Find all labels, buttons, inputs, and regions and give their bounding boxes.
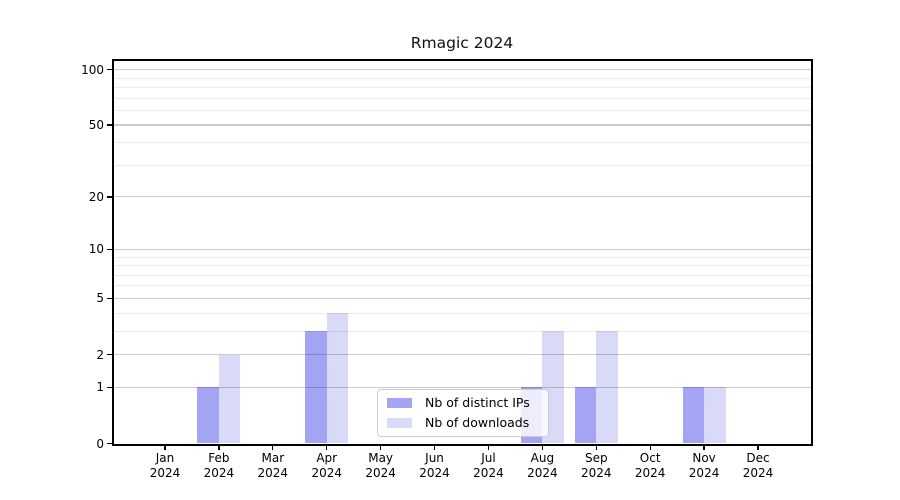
gridline-minor-9 bbox=[114, 256, 811, 258]
y-tick-label-20: 20 bbox=[88, 189, 104, 204]
spine-right bbox=[811, 59, 813, 446]
gridline-major-20 bbox=[114, 196, 811, 198]
legend-label-distinct-ips: Nb of distinct IPs bbox=[425, 395, 530, 410]
y-tick-5 bbox=[107, 297, 112, 300]
x-tick-label-jan: Jan 2024 bbox=[149, 450, 181, 481]
y-tick-label-5: 5 bbox=[96, 291, 104, 306]
gridline-minor-7 bbox=[114, 274, 811, 276]
x-tick-label-apr: Apr 2024 bbox=[311, 450, 342, 481]
x-tick-label-dec: Dec 2024 bbox=[742, 450, 774, 481]
gridline-major-50 bbox=[114, 124, 811, 126]
gridline-minor-80 bbox=[114, 87, 811, 89]
gridline-minor-90 bbox=[114, 77, 811, 79]
y-tick-1 bbox=[107, 386, 112, 388]
x-tick-label-aug: Aug 2024 bbox=[527, 450, 558, 481]
gridline-minor-40 bbox=[114, 142, 811, 144]
y-tick-10 bbox=[107, 248, 112, 250]
x-tick-label-jun: Jun 2024 bbox=[419, 450, 450, 481]
bar-distinct-ips-feb bbox=[197, 387, 219, 444]
y-tick-50 bbox=[107, 124, 112, 126]
y-tick-label-10: 10 bbox=[88, 242, 104, 257]
gridline-minor-60 bbox=[114, 110, 811, 112]
spine-top bbox=[112, 59, 813, 61]
x-tick-oct bbox=[649, 445, 651, 450]
x-tick-aug bbox=[541, 445, 543, 450]
legend: Nb of distinct IPs Nb of downloads bbox=[377, 389, 549, 437]
y-tick-label-50: 50 bbox=[88, 118, 104, 133]
x-tick-dec bbox=[757, 445, 759, 450]
legend-item-downloads: Nb of downloads bbox=[387, 415, 539, 431]
x-tick-mar bbox=[272, 445, 274, 450]
x-tick-label-mar: Mar 2024 bbox=[257, 450, 289, 481]
y-tick-label-1: 1 bbox=[96, 380, 104, 395]
gridline-minor-6 bbox=[114, 285, 811, 287]
legend-item-distinct-ips: Nb of distinct IPs bbox=[387, 395, 539, 411]
gridline-minor-8 bbox=[114, 265, 811, 267]
legend-swatch-downloads bbox=[387, 418, 412, 428]
legend-label-downloads: Nb of downloads bbox=[425, 415, 530, 430]
y-tick-label-2: 2 bbox=[96, 347, 104, 362]
bar-distinct-ips-sep bbox=[574, 387, 597, 444]
gridline-major-10 bbox=[114, 248, 811, 250]
bar-distinct-ips-apr bbox=[305, 331, 327, 444]
gridline-minor-30 bbox=[114, 164, 811, 166]
gridline-minor-3 bbox=[114, 330, 811, 332]
bar-downloads-sep bbox=[596, 331, 618, 444]
gridline-major-1 bbox=[114, 386, 811, 388]
bar-downloads-feb bbox=[218, 354, 241, 444]
x-tick-jul bbox=[487, 445, 490, 450]
x-tick-nov bbox=[703, 445, 705, 450]
x-tick-label-may: May 2024 bbox=[365, 450, 396, 481]
y-tick-2 bbox=[107, 353, 112, 356]
x-tick-label-sep: Sep 2024 bbox=[580, 450, 612, 481]
y-tick-100 bbox=[107, 69, 112, 71]
gridline-minor-4 bbox=[114, 312, 811, 314]
x-tick-may bbox=[379, 445, 382, 450]
x-tick-jan bbox=[164, 445, 166, 450]
x-tick-sep bbox=[595, 445, 597, 450]
gridline-major-5 bbox=[114, 297, 811, 299]
y-tick-20 bbox=[107, 196, 112, 198]
x-tick-feb bbox=[218, 445, 220, 450]
chart-title: Rmagic 2024 bbox=[410, 34, 514, 52]
bar-downloads-nov bbox=[704, 387, 726, 444]
y-tick-label-100: 100 bbox=[81, 62, 104, 77]
x-tick-label-nov: Nov 2024 bbox=[688, 450, 720, 481]
gridline-major-2 bbox=[114, 353, 811, 356]
legend-swatch-distinct-ips bbox=[387, 398, 412, 408]
x-tick-jun bbox=[433, 445, 436, 450]
spine-left bbox=[112, 59, 114, 446]
spine-bottom bbox=[112, 443, 813, 446]
bar-distinct-ips-nov bbox=[682, 387, 705, 444]
x-tick-label-jul: Jul 2024 bbox=[473, 450, 504, 481]
gridline-minor-70 bbox=[114, 97, 811, 99]
x-tick-apr bbox=[326, 445, 328, 450]
y-tick-0 bbox=[107, 442, 112, 445]
y-tick-label-0: 0 bbox=[96, 436, 104, 451]
gridline-major-100 bbox=[114, 69, 811, 71]
x-tick-label-oct: Oct 2024 bbox=[634, 450, 666, 481]
x-tick-label-feb: Feb 2024 bbox=[203, 450, 235, 481]
bar-downloads-apr bbox=[326, 313, 349, 444]
